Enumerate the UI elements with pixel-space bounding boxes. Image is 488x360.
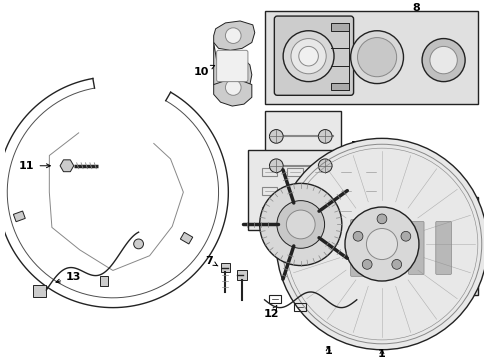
Bar xyxy=(286,168,302,176)
Bar xyxy=(247,150,384,230)
Text: 11: 11 xyxy=(19,161,50,171)
Bar xyxy=(337,207,353,215)
Circle shape xyxy=(366,229,397,260)
Bar xyxy=(467,273,479,280)
FancyBboxPatch shape xyxy=(346,211,371,285)
Circle shape xyxy=(133,239,143,249)
Circle shape xyxy=(400,231,410,241)
Text: 9: 9 xyxy=(298,192,306,202)
Bar xyxy=(363,207,378,215)
Circle shape xyxy=(269,159,283,172)
Bar xyxy=(330,23,348,31)
Bar xyxy=(261,168,277,176)
Circle shape xyxy=(283,31,333,82)
Polygon shape xyxy=(213,42,251,91)
Circle shape xyxy=(350,31,403,84)
Circle shape xyxy=(290,39,325,74)
Bar xyxy=(363,187,378,195)
Bar xyxy=(264,111,340,189)
Circle shape xyxy=(362,260,371,269)
Text: 8: 8 xyxy=(411,3,419,13)
Bar xyxy=(286,187,302,195)
Circle shape xyxy=(269,130,283,143)
Bar xyxy=(312,187,327,195)
Bar xyxy=(467,231,479,238)
FancyBboxPatch shape xyxy=(274,16,353,95)
Bar xyxy=(332,197,477,295)
Circle shape xyxy=(357,37,396,77)
Text: 10: 10 xyxy=(193,65,214,77)
Circle shape xyxy=(286,210,314,239)
Circle shape xyxy=(344,207,418,281)
Circle shape xyxy=(376,214,386,224)
Bar xyxy=(312,207,327,215)
Text: 1: 1 xyxy=(377,348,385,359)
Bar xyxy=(293,303,305,311)
Text: 6: 6 xyxy=(0,359,1,360)
Bar xyxy=(467,254,479,261)
Bar xyxy=(269,295,281,303)
Circle shape xyxy=(318,130,331,143)
Bar xyxy=(454,231,466,238)
Circle shape xyxy=(259,183,341,266)
Circle shape xyxy=(276,201,324,248)
Bar xyxy=(337,168,353,176)
Text: 4: 4 xyxy=(382,189,390,199)
Circle shape xyxy=(391,260,401,269)
Text: 7: 7 xyxy=(204,256,218,266)
FancyBboxPatch shape xyxy=(216,50,247,82)
Bar xyxy=(363,168,378,176)
Circle shape xyxy=(298,46,318,66)
Bar xyxy=(454,254,466,261)
Bar xyxy=(337,187,353,195)
Bar xyxy=(467,212,479,219)
Text: 5: 5 xyxy=(349,141,357,151)
Circle shape xyxy=(429,46,456,74)
FancyBboxPatch shape xyxy=(350,220,367,276)
Bar xyxy=(220,263,230,273)
Bar xyxy=(286,207,302,215)
Bar xyxy=(13,211,25,222)
Bar xyxy=(100,276,108,286)
Text: 13: 13 xyxy=(56,272,81,283)
FancyBboxPatch shape xyxy=(379,220,397,276)
Bar xyxy=(261,187,277,195)
Text: 1: 1 xyxy=(324,346,331,356)
Bar xyxy=(180,232,192,244)
Circle shape xyxy=(225,80,241,95)
Text: 2: 2 xyxy=(293,196,301,212)
Text: 12: 12 xyxy=(263,306,279,319)
Polygon shape xyxy=(213,80,251,106)
Polygon shape xyxy=(213,21,254,50)
Circle shape xyxy=(421,39,464,82)
FancyBboxPatch shape xyxy=(435,221,450,274)
Circle shape xyxy=(276,138,487,350)
Circle shape xyxy=(318,159,331,172)
Polygon shape xyxy=(60,160,74,172)
Circle shape xyxy=(225,28,241,44)
FancyBboxPatch shape xyxy=(431,213,454,283)
Bar xyxy=(237,270,246,280)
Text: 3: 3 xyxy=(322,220,336,229)
Bar xyxy=(33,285,46,297)
Bar xyxy=(330,82,348,90)
FancyBboxPatch shape xyxy=(407,221,423,274)
Bar xyxy=(264,11,477,104)
Circle shape xyxy=(352,231,362,241)
Bar xyxy=(312,168,327,176)
FancyBboxPatch shape xyxy=(375,211,401,285)
FancyBboxPatch shape xyxy=(404,213,427,283)
Bar xyxy=(454,212,466,219)
Bar xyxy=(261,207,277,215)
Bar xyxy=(454,273,466,280)
